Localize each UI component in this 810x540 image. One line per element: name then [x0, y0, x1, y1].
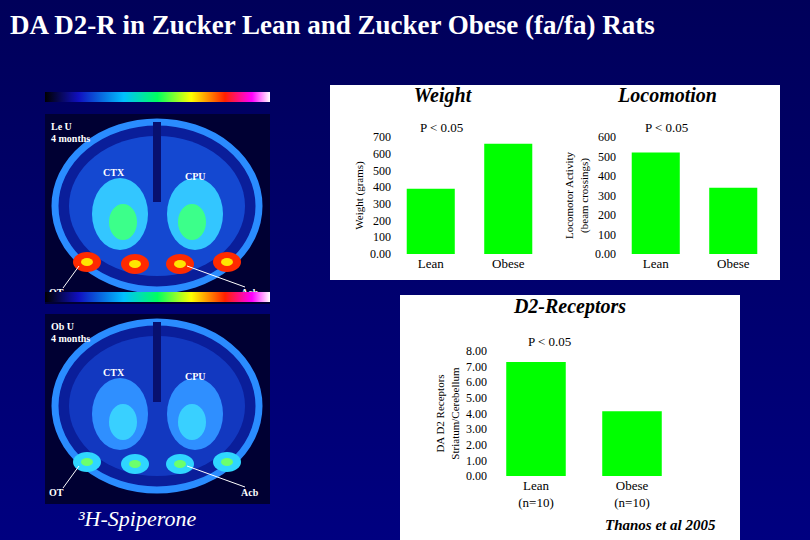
svg-text:CPU: CPU: [185, 371, 206, 382]
svg-text:0.00: 0.00: [466, 469, 487, 483]
svg-text:P < 0.05: P < 0.05: [420, 120, 463, 135]
svg-text:Ob U: Ob U: [51, 321, 74, 332]
svg-text:300: 300: [598, 189, 616, 203]
svg-text:7.00: 7.00: [466, 360, 487, 374]
svg-text:Obese: Obese: [492, 256, 525, 271]
html-text:DA D2-R in Zucker Lean and Zuc: DA D2-R in Zucker Lean and Zucker Obese …: [10, 10, 655, 40]
svg-text:100: 100: [598, 228, 616, 242]
svg-text:CTX: CTX: [103, 367, 125, 378]
svg-text:3.00: 3.00: [466, 422, 487, 436]
svg-text:500: 500: [373, 164, 391, 178]
svg-text:Acb: Acb: [241, 487, 259, 498]
svg-text:CTX: CTX: [103, 167, 125, 178]
svg-text:8.00: 8.00: [466, 344, 487, 358]
svg-text:400: 400: [598, 169, 616, 183]
svg-text:Lean: Lean: [643, 256, 669, 271]
svg-text:D2-Receptors: D2-Receptors: [513, 295, 626, 318]
svg-text:Obese(n=10): Obese(n=10): [614, 478, 650, 510]
svg-text:6.00: 6.00: [466, 375, 487, 389]
svg-text:400: 400: [373, 180, 391, 194]
svg-text:600: 600: [598, 130, 616, 144]
svg-text:2.00: 2.00: [466, 438, 487, 452]
svg-text:600: 600: [373, 147, 391, 161]
svg-text:P < 0.05: P < 0.05: [645, 120, 688, 135]
html-text:³H-Spiperone: ³H-Spiperone: [78, 506, 197, 531]
svg-text:Le U: Le U: [51, 121, 72, 132]
svg-text:P < 0.05: P < 0.05: [528, 334, 571, 349]
svg-text:CPU: CPU: [185, 171, 206, 182]
svg-text:200: 200: [373, 214, 391, 228]
svg-text:0.00: 0.00: [370, 247, 391, 261]
svg-text:700: 700: [373, 130, 391, 144]
svg-text:200: 200: [598, 208, 616, 222]
svg-text:OT: OT: [49, 487, 64, 498]
svg-text:Weight (grams): Weight (grams): [353, 161, 366, 230]
svg-text:5.00: 5.00: [466, 391, 487, 405]
svg-text:Lean(n=10): Lean(n=10): [518, 478, 554, 510]
html-text:Thanos et al 2005: Thanos et al 2005: [605, 517, 716, 533]
svg-text:Locomotion: Locomotion: [617, 85, 717, 106]
svg-text:0.00: 0.00: [595, 247, 616, 261]
svg-text:300: 300: [373, 197, 391, 211]
svg-text:Lean: Lean: [418, 256, 444, 271]
svg-text:4 months: 4 months: [51, 133, 90, 144]
svg-text:4 months: 4 months: [51, 333, 90, 344]
svg-text:DA D2 ReceptorsStriatum/Cerebe: DA D2 ReceptorsStriatum/Cerebellum: [434, 367, 460, 460]
svg-text:100: 100: [373, 230, 391, 244]
svg-text:Locomotor Activity(beam crossi: Locomotor Activity(beam crossings): [563, 151, 590, 239]
svg-text:500: 500: [598, 150, 616, 164]
svg-text:4.00: 4.00: [466, 407, 487, 421]
svg-text:Weight: Weight: [414, 85, 473, 107]
svg-text:Obese: Obese: [717, 256, 750, 271]
svg-text:1.00: 1.00: [466, 454, 487, 468]
